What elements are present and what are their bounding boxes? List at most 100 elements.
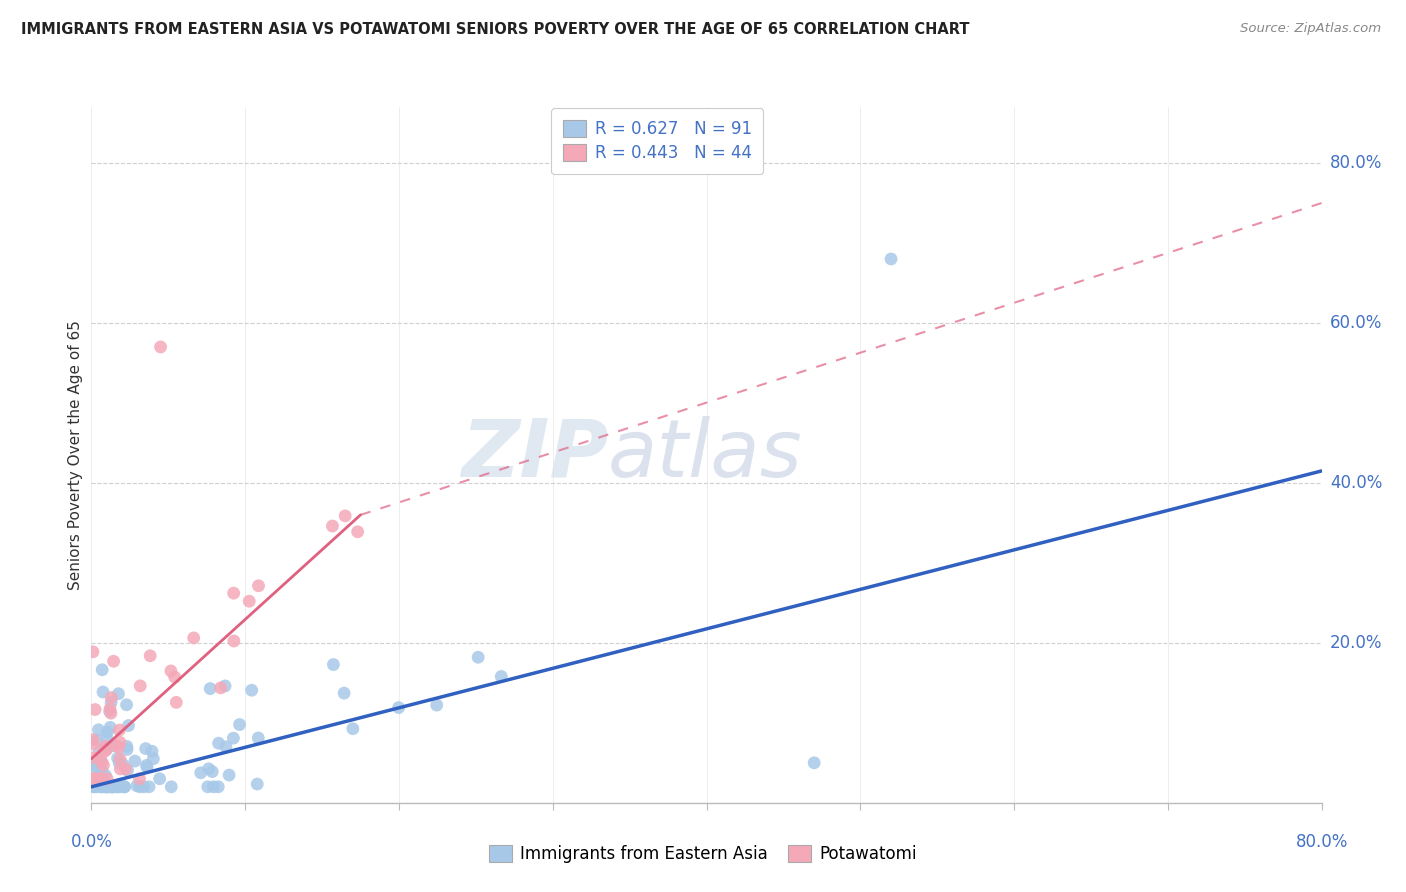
Point [83,772,105,786]
Point [108,780,131,794]
Point [82,780,104,794]
Point [100,695,122,709]
Text: 20.0%: 20.0% [1330,634,1382,652]
Point [207,736,229,750]
Point [94,743,117,757]
Point [197,762,219,776]
Point [114,780,136,794]
Point [86,733,108,747]
Point [333,508,356,523]
Point [117,718,139,732]
Point [93,758,115,772]
Point [107,687,129,701]
Point [90,755,112,769]
Point [160,664,183,678]
Point [108,752,131,766]
Point [214,679,236,693]
Legend: R = 0.627   N = 91, R = 0.443   N = 44: R = 0.627 N = 91, R = 0.443 N = 44 [551,109,763,174]
Point [880,252,903,266]
Point [115,739,138,754]
Point [86,780,108,794]
Point [115,698,138,712]
Point [202,780,225,794]
Point [803,756,825,770]
Point [107,740,129,755]
Point [129,679,152,693]
Point [218,768,240,782]
Point [124,754,146,768]
Legend: Immigrants from Eastern Asia, Potawatomi: Immigrants from Eastern Asia, Potawatomi [478,835,928,873]
Point [115,762,138,776]
Text: IMMIGRANTS FROM EASTERN ASIA VS POTAWATOMI SENIORS POVERTY OVER THE AGE OF 65 CO: IMMIGRANTS FROM EASTERN ASIA VS POTAWATO… [21,22,970,37]
Text: 0.0%: 0.0% [70,833,112,851]
Point [342,722,364,736]
Point [96,731,118,746]
Point [197,780,219,794]
Point [333,686,356,700]
Point [222,586,245,600]
Point [136,760,159,774]
Point [90,780,112,794]
Point [82,737,104,751]
Point [87,776,110,790]
Point [246,777,269,791]
Text: 80.0%: 80.0% [1330,154,1382,172]
Point [322,657,344,672]
Point [82,732,104,747]
Point [491,669,513,683]
Point [240,683,263,698]
Point [94,739,117,754]
Point [112,780,135,794]
Point [101,780,124,794]
Point [100,780,122,794]
Point [90,755,112,769]
Text: 60.0%: 60.0% [1330,314,1382,332]
Point [467,650,489,665]
Point [132,780,155,794]
Point [108,723,131,737]
Point [82,645,104,659]
Point [190,765,212,780]
Point [141,744,163,758]
Y-axis label: Seniors Poverty Over the Age of 65: Seniors Poverty Over the Age of 65 [67,320,83,590]
Point [426,698,449,712]
Point [100,690,122,705]
Point [247,731,270,745]
Point [90,772,112,786]
Point [87,723,110,737]
Point [149,340,172,354]
Text: Source: ZipAtlas.com: Source: ZipAtlas.com [1240,22,1381,36]
Point [222,634,245,648]
Point [139,648,162,663]
Point [107,780,129,794]
Point [89,745,111,759]
Point [91,745,114,759]
Point [103,780,125,794]
Point [96,780,118,794]
Point [98,705,121,719]
Point [108,735,131,749]
Point [87,772,110,786]
Text: atlas: atlas [607,416,803,494]
Point [83,780,105,794]
Point [201,764,224,779]
Point [96,725,118,739]
Point [90,769,112,783]
Text: 40.0%: 40.0% [1330,474,1382,491]
Point [100,739,122,753]
Point [117,764,139,778]
Point [198,681,221,696]
Point [101,780,124,794]
Point [209,681,232,695]
Point [91,780,114,794]
Point [115,742,138,756]
Point [94,768,117,782]
Point [90,772,112,786]
Point [98,702,121,716]
Point [215,739,238,754]
Point [135,758,157,772]
Point [222,731,245,746]
Point [138,780,160,794]
Point [149,772,172,786]
Point [96,780,118,794]
